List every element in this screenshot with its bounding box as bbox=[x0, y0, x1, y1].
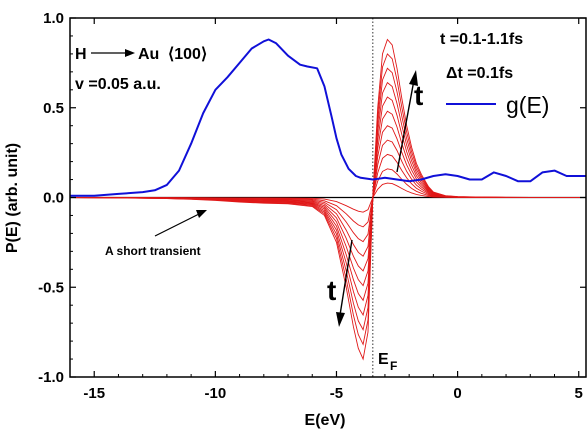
x-tick-label: -15 bbox=[83, 385, 105, 402]
x-tick-label: -10 bbox=[205, 385, 227, 402]
x-axis-title: E(eV) bbox=[305, 412, 346, 429]
annotation-transient: A short transient bbox=[105, 244, 201, 258]
annotation-system-facet: ⟨100⟩ bbox=[168, 46, 207, 63]
annotation-arrow-t-top bbox=[396, 70, 418, 173]
axes bbox=[69, 17, 587, 378]
series-line-g-e bbox=[70, 38, 586, 197]
x-tick-label: 5 bbox=[575, 385, 583, 402]
annotation-velocity: v =0.05 a.u. bbox=[75, 76, 161, 93]
legend-label: g(E) bbox=[506, 92, 549, 118]
annotation-system-h: H bbox=[75, 46, 87, 63]
tick-labels: -15 -10 -5 0 5 -1.0 -0.5 0.0 0.5 1.0 bbox=[38, 10, 583, 402]
fermi-label-main: E bbox=[378, 351, 389, 368]
y-tick-label: 0.5 bbox=[43, 100, 64, 117]
annotation-time-range: t =0.1-1.1fs bbox=[440, 31, 523, 48]
annotation-arrow-transient bbox=[154, 210, 207, 237]
y-tick-label: -1.0 bbox=[38, 369, 64, 386]
legend: g(E) bbox=[446, 92, 549, 118]
annotation-arrow-right bbox=[91, 49, 135, 57]
fermi-label-sub: F bbox=[390, 359, 397, 373]
y-axis-title: P(E) (arb. unit) bbox=[4, 143, 21, 253]
x-tick-label: -5 bbox=[330, 385, 343, 402]
fermi-level-label: E F bbox=[378, 351, 397, 373]
annotation-time-step: Δt =0.1fs bbox=[446, 65, 513, 82]
y-tick-label: 0.0 bbox=[43, 190, 64, 207]
annotation-system-au: Au bbox=[138, 46, 159, 63]
annotation-t-top: t bbox=[414, 80, 423, 111]
y-tick-label: -0.5 bbox=[38, 279, 64, 296]
y-tick-label: 1.0 bbox=[43, 10, 64, 27]
annotation-arrow-t-bottom bbox=[336, 239, 353, 327]
annotation-t-bottom: t bbox=[327, 275, 336, 306]
data-layer bbox=[69, 38, 586, 361]
transient-curve-t-1.1 bbox=[69, 38, 586, 361]
x-tick-label: 0 bbox=[453, 385, 461, 402]
